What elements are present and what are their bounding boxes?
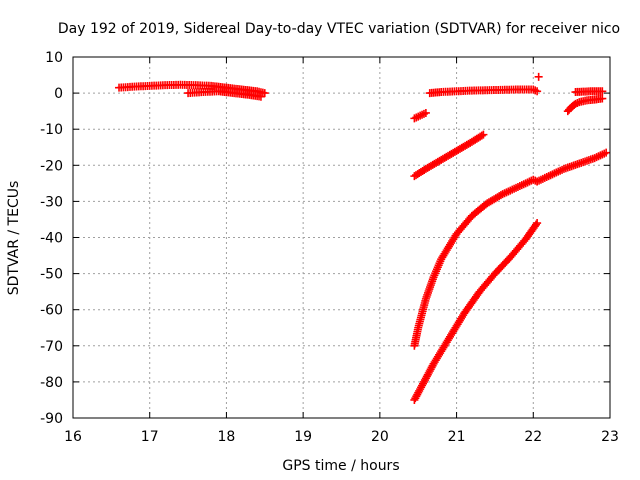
- chart-title: Day 192 of 2019, Sidereal Day-to-day VTE…: [58, 21, 620, 37]
- data-point: [421, 108, 430, 117]
- series-group: [571, 87, 607, 97]
- series-group: [184, 87, 265, 101]
- data-point: [479, 130, 488, 139]
- data-point: [533, 87, 542, 96]
- y-tick-label: -70: [40, 339, 63, 355]
- y-tick-label: 10: [45, 50, 63, 66]
- data-marks: [115, 72, 611, 404]
- x-tick-label: 22: [524, 429, 542, 445]
- y-tick-label: -60: [40, 303, 63, 319]
- series-group: [563, 94, 607, 116]
- y-tick-label: -80: [40, 375, 63, 391]
- series-group: [410, 219, 542, 404]
- data-point: [533, 219, 542, 228]
- data-point: [531, 220, 540, 229]
- x-tick-label: 19: [294, 429, 312, 445]
- y-tick-label: 0: [54, 86, 63, 102]
- y-tick-label: -90: [40, 411, 63, 427]
- x-tick-label: 16: [64, 429, 82, 445]
- x-tick-label: 17: [141, 429, 159, 445]
- x-tick-label: 23: [601, 429, 619, 445]
- data-point: [477, 131, 486, 140]
- axis-ticks: 16 17 18 19 20 21 22 23 10 0 -10 -20 -30 -40 -50 -60 -70…: [40, 50, 619, 445]
- series-group: [425, 85, 542, 98]
- data-point: [598, 87, 607, 96]
- x-axis-label: GPS time / hours: [282, 458, 399, 474]
- series-group: [410, 130, 488, 181]
- x-tick-label: 21: [448, 429, 466, 445]
- y-tick-label: -40: [40, 231, 63, 247]
- y-axis-label: SDTVAR / TECUs: [6, 181, 22, 296]
- series-group: [534, 72, 543, 81]
- x-tick-label: 20: [371, 429, 389, 445]
- y-tick-label: -20: [40, 158, 63, 174]
- y-tick-label: -50: [40, 267, 63, 283]
- y-tick-label: -30: [40, 194, 63, 210]
- series-group: [533, 148, 611, 186]
- data-point: [598, 94, 607, 103]
- data-point: [260, 89, 269, 98]
- x-tick-label: 18: [218, 429, 236, 445]
- data-point: [602, 148, 611, 157]
- series-group: [410, 108, 430, 123]
- data-point: [256, 92, 265, 101]
- data-point: [534, 72, 543, 81]
- y-tick-label: -10: [40, 122, 63, 138]
